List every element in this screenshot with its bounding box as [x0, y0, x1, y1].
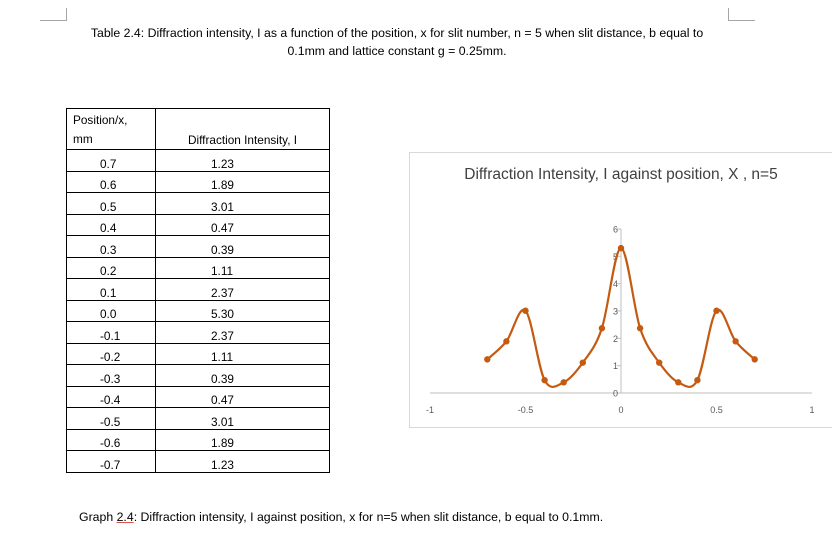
- data-point: [560, 379, 567, 386]
- cell-intensity: 0.39: [155, 364, 330, 387]
- data-point: [522, 307, 529, 314]
- data-point: [732, 338, 739, 345]
- table-row: -0.3 0.39: [66, 364, 330, 387]
- cell-intensity: 3.01: [155, 192, 330, 215]
- table-row: 0.2 1.11: [66, 256, 330, 279]
- data-point: [713, 307, 720, 314]
- data-point: [694, 376, 701, 384]
- cell-intensity: 5.30: [155, 299, 330, 322]
- data-point: [656, 359, 663, 366]
- chart-area[interactable]: Diffraction Intensity, I against positio…: [409, 152, 832, 428]
- x-tick-label: -0.5: [518, 405, 534, 415]
- data-table: Position/x, mm Diffraction Intensity, I …: [66, 108, 330, 473]
- cell-position: -0.1: [66, 321, 156, 344]
- x-tick-label: -1: [426, 405, 434, 415]
- data-point: [503, 338, 510, 345]
- y-tick-label: 4: [613, 279, 618, 289]
- y-tick-label: 0: [613, 389, 618, 399]
- cell-intensity: 3.01: [155, 407, 330, 430]
- cell-intensity: 1.23: [155, 149, 330, 172]
- page-corner-mark-right: [728, 8, 755, 21]
- table-row: 0.3 0.39: [66, 235, 330, 258]
- data-point: [598, 325, 606, 332]
- table-row: 0.6 1.89: [66, 170, 330, 193]
- x-tick-label: 0: [618, 405, 623, 415]
- data-point: [541, 376, 548, 384]
- y-tick-label: 2: [613, 334, 618, 344]
- header-position: Position/x, mm: [66, 108, 156, 150]
- table-row: -0.6 1.89: [66, 428, 330, 451]
- cell-position: -0.5: [66, 407, 156, 430]
- table-row: -0.2 1.11: [66, 342, 330, 365]
- cell-position: 0.0: [66, 299, 156, 322]
- cell-position: -0.3: [66, 364, 156, 387]
- data-point: [617, 244, 625, 252]
- cell-intensity: 1.89: [155, 170, 330, 193]
- table-row: 0.7 1.23: [66, 149, 330, 172]
- cell-position: 0.7: [66, 149, 156, 172]
- data-point: [636, 325, 644, 332]
- data-point: [751, 356, 758, 363]
- x-tick-label: 1: [809, 405, 814, 415]
- y-tick-label: 1: [613, 361, 618, 371]
- table-row: 0.4 0.47: [66, 213, 330, 236]
- cell-position: -0.4: [66, 385, 156, 408]
- cell-position: 0.3: [66, 235, 156, 258]
- cell-intensity: 0.39: [155, 235, 330, 258]
- data-point: [675, 379, 682, 386]
- table-row: -0.7 1.23: [66, 450, 330, 473]
- cell-position: -0.6: [66, 428, 156, 451]
- graph-caption-text: : Diffraction intensity, I against posit…: [133, 510, 604, 524]
- cell-position: 0.4: [66, 213, 156, 236]
- cell-intensity: 1.23: [155, 450, 330, 473]
- header-intensity: Diffraction Intensity, I: [155, 108, 330, 150]
- cell-position: -0.2: [66, 342, 156, 365]
- graph-caption-number: 2.4: [116, 510, 134, 524]
- table-row: 0.5 3.01: [66, 192, 330, 215]
- graph-caption: Graph 2.4: Diffraction intensity, I agai…: [79, 510, 603, 524]
- chart-title: Diffraction Intensity, I against positio…: [464, 166, 778, 183]
- cell-position: 0.5: [66, 192, 156, 215]
- cell-intensity: 0.47: [155, 213, 330, 236]
- cell-intensity: 1.11: [155, 256, 330, 279]
- cell-intensity: 2.37: [155, 321, 330, 344]
- y-tick-label: 6: [613, 225, 618, 235]
- table-row: 0.0 5.30: [66, 299, 330, 322]
- y-tick-label: 3: [613, 307, 618, 317]
- table-row: -0.1 2.37: [66, 321, 330, 344]
- x-tick-label: 0.5: [710, 405, 723, 415]
- data-point: [579, 359, 586, 366]
- table-header-row: Position/x, mm Diffraction Intensity, I: [66, 108, 330, 150]
- cell-intensity: 1.11: [155, 342, 330, 365]
- cell-intensity: 2.37: [155, 278, 330, 301]
- cell-intensity: 1.89: [155, 428, 330, 451]
- table-row: 0.1 2.37: [66, 278, 330, 301]
- cell-position: 0.2: [66, 256, 156, 279]
- cell-position: 0.6: [66, 170, 156, 193]
- cell-position: -0.7: [66, 450, 156, 473]
- cell-intensity: 0.47: [155, 385, 330, 408]
- data-point: [484, 356, 491, 363]
- graph-caption-prefix: Graph: [79, 510, 117, 524]
- page-corner-mark-left: [40, 8, 67, 21]
- table-caption: Table 2.4: Diffraction intensity, I as a…: [90, 26, 704, 58]
- cell-position: 0.1: [66, 278, 156, 301]
- table-row: -0.4 0.47: [66, 385, 330, 408]
- table-row: -0.5 3.01: [66, 407, 330, 430]
